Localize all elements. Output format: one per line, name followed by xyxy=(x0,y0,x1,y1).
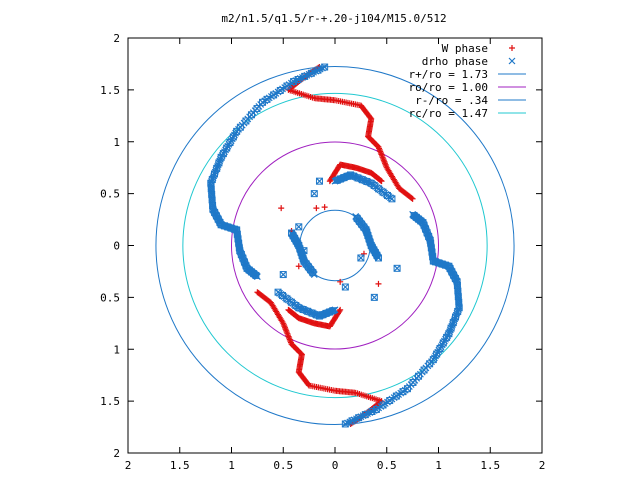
w-phase-point xyxy=(321,204,328,211)
drho-phase-point xyxy=(445,330,453,338)
drho-phase-point xyxy=(420,366,428,374)
drho-phase-point xyxy=(447,324,455,332)
y-tick-label: 0 xyxy=(113,240,120,253)
legend-circle-3-label: rc/ro = 1.47 xyxy=(409,107,488,120)
drho-phase-point xyxy=(331,177,339,185)
drho-phase-point xyxy=(331,306,339,314)
drho-phase-point xyxy=(316,177,323,185)
w-phase-point xyxy=(375,280,382,287)
drho-phase-point xyxy=(352,213,360,220)
drho-phase-point xyxy=(213,165,221,172)
legend-w-phase-label: W phase xyxy=(442,42,488,55)
w-phase-point xyxy=(409,195,416,202)
x-tick-label: 1.5 xyxy=(480,459,500,472)
drho-phase-point xyxy=(315,177,323,185)
y-tick-label: 1.5 xyxy=(100,84,120,97)
legend-drho-phase-label: drho phase xyxy=(422,55,488,68)
drho-phase-point xyxy=(215,159,223,167)
w-phase-point xyxy=(408,195,415,202)
drho-phase-point xyxy=(253,273,261,281)
drho-phase-point xyxy=(370,293,378,301)
x-tick-label: 1 xyxy=(228,459,235,472)
drho-phase-point xyxy=(341,283,349,291)
y-tick-label: 1.5 xyxy=(100,395,120,408)
legend-circle-2-label: r-/ro = .34 xyxy=(415,94,488,107)
drho-phase-point xyxy=(370,293,378,301)
drho-phase-point xyxy=(357,254,365,262)
drho-phase-point xyxy=(253,105,261,113)
w-phase-point xyxy=(285,306,292,313)
legend-circle-0-label: r+/ro = 1.73 xyxy=(409,68,488,81)
drho-phase-point xyxy=(247,111,255,119)
x-tick-label: 2 xyxy=(539,459,546,472)
w-phase-point xyxy=(337,278,344,285)
reference-circle-0 xyxy=(155,65,515,426)
drho-phase-point xyxy=(393,264,401,272)
drho-phase-point xyxy=(300,247,308,255)
data-points xyxy=(207,45,516,428)
drho-phase-point xyxy=(279,271,287,278)
drho-phase-point xyxy=(426,360,434,368)
y-tick-label: 0.5 xyxy=(100,188,120,201)
drho-phase-point xyxy=(310,271,318,278)
w-phase-point xyxy=(295,263,302,270)
reference-circles xyxy=(155,65,515,426)
w-phase-point xyxy=(255,289,262,296)
y-tick-label: 0.5 xyxy=(100,291,120,304)
drho-phase-point xyxy=(452,313,459,321)
x-tick-label: 2 xyxy=(125,459,132,472)
drho-phase-point xyxy=(310,190,318,198)
drho-phase-point xyxy=(300,247,308,255)
drho-phase-point xyxy=(242,117,250,125)
y-tick-label: 2 xyxy=(113,32,120,45)
drho-phase-point xyxy=(409,210,417,218)
y-tick-label: 1 xyxy=(113,136,120,149)
y-tick-label: 2 xyxy=(113,447,120,460)
drho-phase-point xyxy=(357,254,365,262)
drho-phase-point xyxy=(259,98,267,106)
reference-circle-3 xyxy=(182,92,488,399)
drho-phase-point xyxy=(217,153,225,161)
drho-phase-point xyxy=(211,170,218,178)
drho-phase-point xyxy=(236,123,244,131)
legend-circle-1-label: ro/ro = 1.00 xyxy=(409,81,488,94)
drho-phase-point xyxy=(403,385,411,393)
w-phase-point xyxy=(378,178,385,185)
drho-phase-point xyxy=(279,271,287,279)
legend-drho-phase-symbol xyxy=(508,57,516,65)
w-phase-point xyxy=(313,205,320,212)
x-tick-label: 1.5 xyxy=(170,459,190,472)
chart-title: m2/n1.5/q1.5/r-+.20-j104/M15.0/512 xyxy=(221,12,446,25)
x-tick-label: 0.5 xyxy=(377,459,397,472)
x-tick-label: 1 xyxy=(435,459,442,472)
drho-phase-point xyxy=(341,283,349,291)
x-tick-label: 0 xyxy=(332,459,339,472)
drho-phase-point xyxy=(409,378,417,386)
drho-phase-point xyxy=(449,319,457,326)
y-tick-label: 1 xyxy=(113,343,120,356)
x-tick-label: 0.5 xyxy=(273,459,293,472)
w-phase-point xyxy=(278,205,285,212)
drho-phase-point xyxy=(295,223,303,231)
drho-phase-point xyxy=(310,190,318,198)
drho-phase-point xyxy=(393,264,401,272)
legend-w-phase-symbol xyxy=(509,45,515,51)
reference-circle-1 xyxy=(231,141,439,350)
drho-phase-point xyxy=(295,223,303,231)
w-phase-point xyxy=(254,289,261,296)
drho-phase-point xyxy=(415,372,423,380)
